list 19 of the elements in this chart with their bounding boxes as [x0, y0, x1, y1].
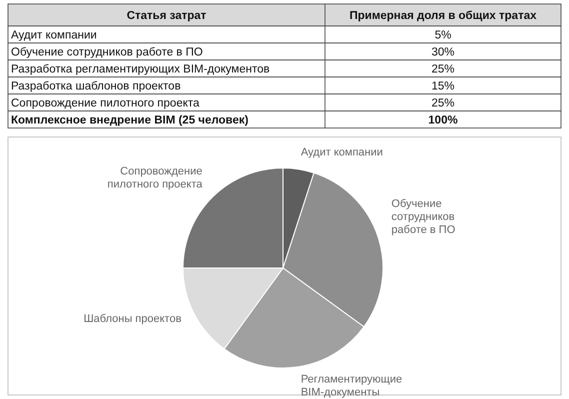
text: Комплексное внедрение BIM (25 человек): [11, 114, 249, 126]
slice-label: Сопровождение пилотного проекта: [107, 165, 204, 190]
text: 15%: [431, 80, 455, 92]
text: 100%: [428, 114, 458, 126]
text: Статья затрат: [126, 10, 207, 22]
text: Аудит компании: [11, 30, 97, 42]
text: Сопровождение пилотного проекта: [11, 98, 200, 110]
text: 30%: [431, 46, 455, 58]
slice-label: Аудит компании: [300, 146, 383, 158]
text: 5%: [434, 30, 452, 42]
text: 25%: [431, 98, 455, 110]
slice-label: Регламентирующие BIM-документы: [300, 374, 402, 399]
slice-label: Обучение сотрудников работе в ПО: [391, 198, 456, 236]
text: 25%: [431, 64, 455, 76]
slice-label: Шаблоны проектов: [84, 312, 182, 325]
text: Разработка регламентирующих BIM-документов: [11, 64, 270, 76]
text: Обучение сотрудников работе в ПО: [11, 46, 203, 58]
text: Разработка шаблонов проектов: [11, 80, 181, 92]
text: Примерная доля в общих тратах: [349, 10, 538, 22]
